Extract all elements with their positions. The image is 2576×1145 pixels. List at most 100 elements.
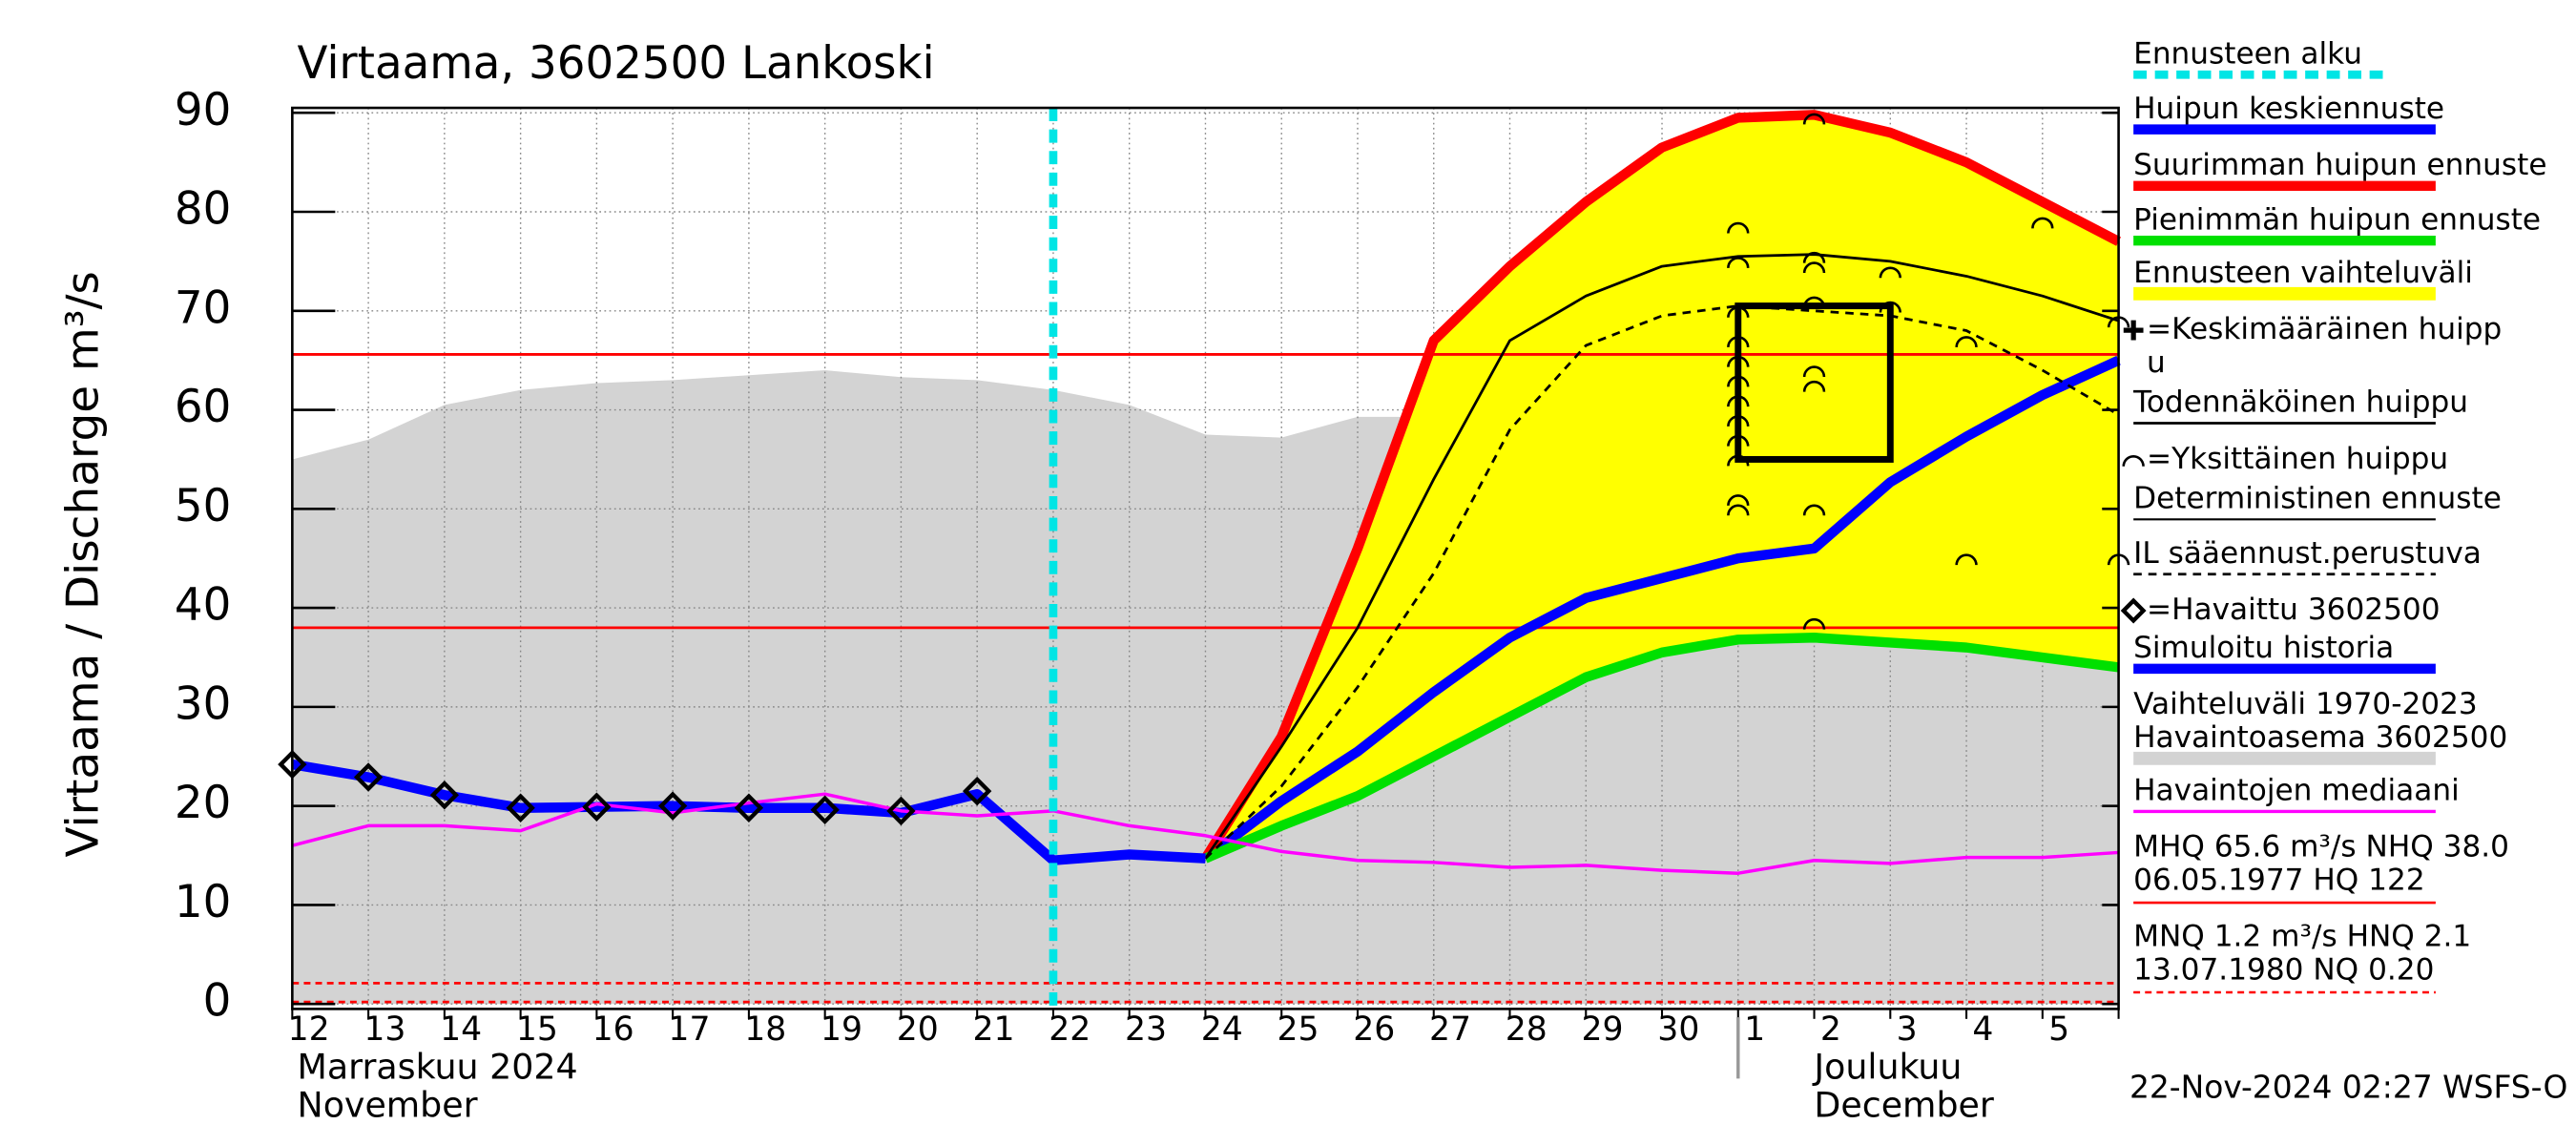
x-tick-label: 12 [288,1010,330,1049]
x-tick-label: 30 [1657,1010,1699,1049]
x-tick-label: 18 [744,1010,786,1049]
x-tick-label: 22 [1049,1010,1091,1049]
legend-label: =Havaittu 3602500 [2147,593,2441,627]
mean-peak-box [1735,302,1894,463]
observed-marker [810,795,840,825]
observed-marker [963,776,992,806]
legend-label: Pienimmän huipun ennuste [2133,202,2541,237]
x-tick-label: 16 [592,1010,634,1049]
y-tick-label: 80 [175,183,231,235]
series-line [1203,633,2120,864]
x-tick-label: 17 [668,1010,710,1049]
month-label: Marraskuu 2024 [298,1046,578,1087]
legend-label: Todennäköinen huippu [2132,385,2468,420]
y-tick-label: 70 [175,282,231,334]
single-peak [1727,395,1750,407]
y-tick-label: 0 [203,976,232,1028]
single-peak [1802,113,1826,125]
single-peak [1727,504,1750,516]
x-tick-label: 28 [1506,1010,1548,1049]
observed-marker [886,796,916,826]
forecast-range-band [1205,114,2119,859]
y-tick-label: 40 [175,580,231,632]
y-tick-label: 60 [175,382,231,433]
observed-marker [353,762,384,792]
legend-label: Ennusteen vaihteluväli [2133,256,2473,290]
single-peak [1802,380,1826,392]
y-axis-label: Virtaama / Discharge m³/s [58,271,110,857]
single-peak [1802,365,1826,378]
observed-marker [582,792,612,822]
y-tick-label: 10 [175,877,231,928]
legend-label: Havaintoasema 3602500 [2133,720,2507,755]
x-tick-label: 1 [1744,1010,1765,1049]
x-tick-label: 4 [1972,1010,1993,1049]
reference-label: MHQ 65.6 m³/s NHQ 38.0 [2133,830,2509,864]
legend-label: u [2147,345,2166,380]
legend-label: =Yksittäinen huippu [2147,442,2448,476]
x-tick-label: 5 [2048,1010,2069,1049]
single-peak [1802,251,1826,263]
legend-symbol [2123,320,2144,341]
x-tick-label: 24 [1201,1010,1243,1049]
plot-area [278,108,2130,1010]
legend-symbol [2120,597,2147,624]
single-peak [1727,221,1750,234]
month-label: Joulukuu [1812,1046,1962,1087]
legend-label: Vaihteluväli 1970-2023 [2133,687,2478,721]
x-tick-label: 23 [1125,1010,1167,1049]
reference-label: 06.05.1977 HQ 122 [2133,863,2424,897]
single-peak [1802,617,1826,630]
legend-label: IL sääennust.perustuva [2133,536,2482,571]
legend-label: Havaintojen mediaani [2133,774,2460,808]
series-line [1201,110,2121,862]
legend-label: Suurimman huipun ennuste [2133,148,2546,182]
single-peak [1802,296,1826,308]
x-tick-label: 29 [1582,1010,1624,1049]
y-tick-label: 90 [175,85,231,136]
x-tick-label: 3 [1897,1010,1918,1049]
y-tick-label: 50 [175,481,231,532]
x-tick-label: 27 [1429,1010,1471,1049]
legend-label: Ennusteen alku [2133,36,2362,71]
single-peak [1727,306,1750,318]
x-tick-label: 2 [1820,1010,1841,1049]
single-peak [1955,553,1978,566]
single-peak [1879,266,1901,279]
observed-marker [429,780,460,810]
single-peak [1727,415,1750,427]
x-tick-label: 13 [364,1010,405,1049]
reference-label: MNQ 1.2 m³/s HNQ 2.1 [2133,920,2471,954]
reference-label: 13.07.1980 NQ 0.20 [2133,952,2434,987]
observed-marker [734,793,764,822]
legend-label: =Keskimääräinen huipp [2147,312,2502,346]
observed-marker [657,791,688,821]
series-line [1202,355,2121,863]
single-peak [1727,257,1750,268]
x-tick-label: 20 [897,1010,939,1049]
single-peak [1727,494,1750,507]
single-peak [1955,336,1978,347]
x-tick-label: 26 [1353,1010,1395,1049]
series-line [1204,253,2120,860]
x-tick-label: 14 [440,1010,482,1049]
legend-label: Simuloitu historia [2133,631,2394,665]
single-peak [1727,336,1750,347]
x-tick-label: 21 [972,1010,1014,1049]
single-peak [2031,217,2054,229]
single-peak [1727,434,1750,447]
x-tick-label: 25 [1278,1010,1319,1049]
series-line [1204,304,2120,860]
legend-label: Huipun keskiennuste [2133,92,2444,126]
chart-title: Virtaama, 3602500 Lankoski [298,38,935,90]
month-label: November [298,1084,478,1125]
y-tick-label: 20 [175,778,231,829]
legend-symbol [2122,455,2145,467]
single-peak [1802,504,1826,516]
x-tick-label: 15 [516,1010,558,1049]
footer: 22-Nov-2024 02:27 WSFS-O [2129,1068,2567,1105]
y-tick-label: 30 [175,678,231,730]
x-tick-label: 19 [821,1010,862,1049]
series-line [291,759,1206,865]
legend-label: Deterministinen ennuste [2133,481,2502,515]
